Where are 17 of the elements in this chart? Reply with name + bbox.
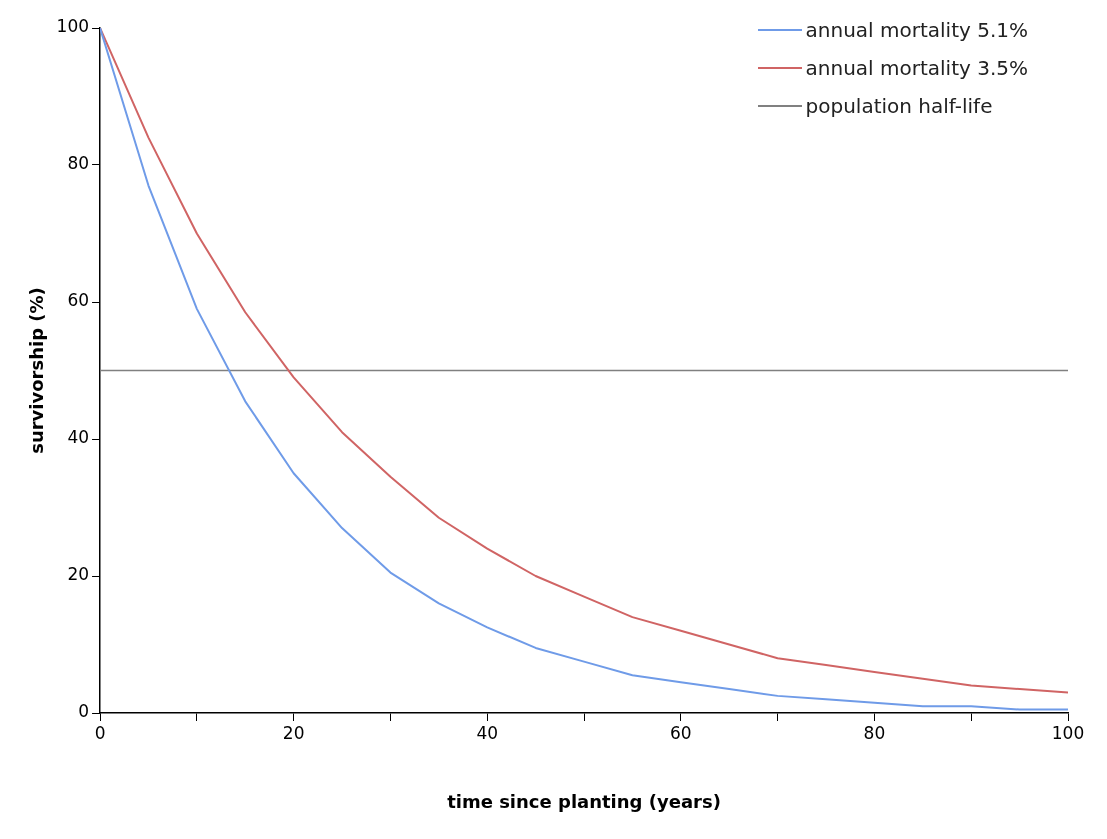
- x-tick-label: 40: [476, 722, 499, 743]
- y-axis-title: survivorship (%): [26, 287, 48, 454]
- y-tick-label: 80: [67, 153, 90, 174]
- y-tick-label: 0: [78, 701, 90, 722]
- x-tick-label: 0: [94, 722, 106, 743]
- x-axis-title: time since planting (years): [447, 790, 721, 812]
- x-tick-label: 100: [1051, 722, 1085, 743]
- y-tick-label: 100: [56, 16, 90, 37]
- x-tick-label: 20: [282, 722, 305, 743]
- x-tick-label: 80: [863, 722, 886, 743]
- legend-label: annual mortality 5.1%: [805, 18, 1028, 42]
- x-tick-label: 60: [670, 722, 692, 743]
- y-tick-label: 40: [67, 427, 90, 448]
- legend-label: population half-life: [805, 94, 993, 118]
- legend-label: annual mortality 3.5%: [805, 56, 1028, 80]
- y-tick-label: 60: [67, 290, 90, 311]
- y-tick-label: 20: [67, 564, 90, 585]
